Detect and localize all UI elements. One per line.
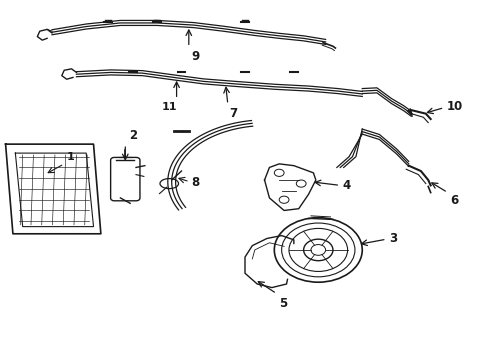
Circle shape (296, 180, 306, 187)
Text: 3: 3 (389, 232, 397, 245)
Circle shape (304, 239, 333, 261)
Text: 1: 1 (67, 152, 74, 162)
Text: 4: 4 (343, 179, 351, 192)
Circle shape (311, 244, 326, 255)
Text: 2: 2 (129, 129, 137, 141)
Ellipse shape (160, 179, 178, 189)
Text: 5: 5 (279, 297, 288, 310)
Text: 9: 9 (191, 50, 199, 63)
Text: 10: 10 (446, 100, 463, 113)
Text: 6: 6 (450, 194, 459, 207)
Text: 11: 11 (162, 102, 177, 112)
Circle shape (279, 196, 289, 203)
Text: 8: 8 (191, 176, 199, 189)
FancyBboxPatch shape (111, 157, 140, 201)
Circle shape (274, 169, 284, 176)
Circle shape (274, 218, 362, 282)
Text: 7: 7 (229, 107, 238, 120)
